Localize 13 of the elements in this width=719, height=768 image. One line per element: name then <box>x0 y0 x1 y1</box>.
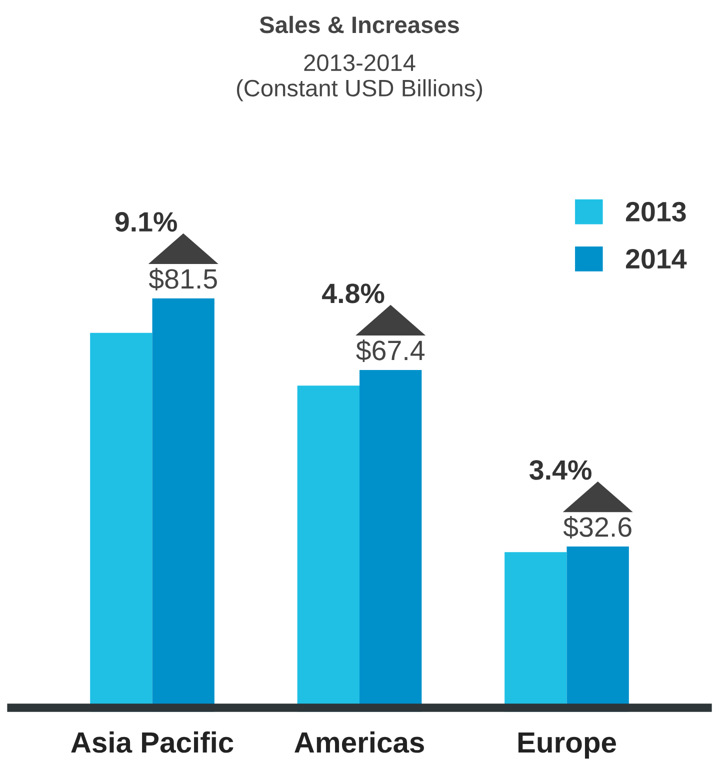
annotation: 9.1% <box>115 212 177 232</box>
x-tick-label: Asia Pacific <box>71 731 234 753</box>
x-tick-label: Americas <box>294 731 424 753</box>
data-label: $32.6 <box>563 516 632 539</box>
data-label: $81.5 <box>148 268 217 290</box>
annotation: 4.8% <box>322 284 384 304</box>
chart-title: Sales & Increases <box>260 16 459 34</box>
data-label: $67.4 <box>356 339 425 362</box>
legend-label: 2013 <box>626 202 686 222</box>
chart-subtitle: 2013-2014 (Constant USD Billions) <box>236 54 482 102</box>
annotation: 3.4% <box>530 460 592 480</box>
x-tick-label: Europe <box>518 732 616 759</box>
legend-label: 2014 <box>626 249 687 269</box>
